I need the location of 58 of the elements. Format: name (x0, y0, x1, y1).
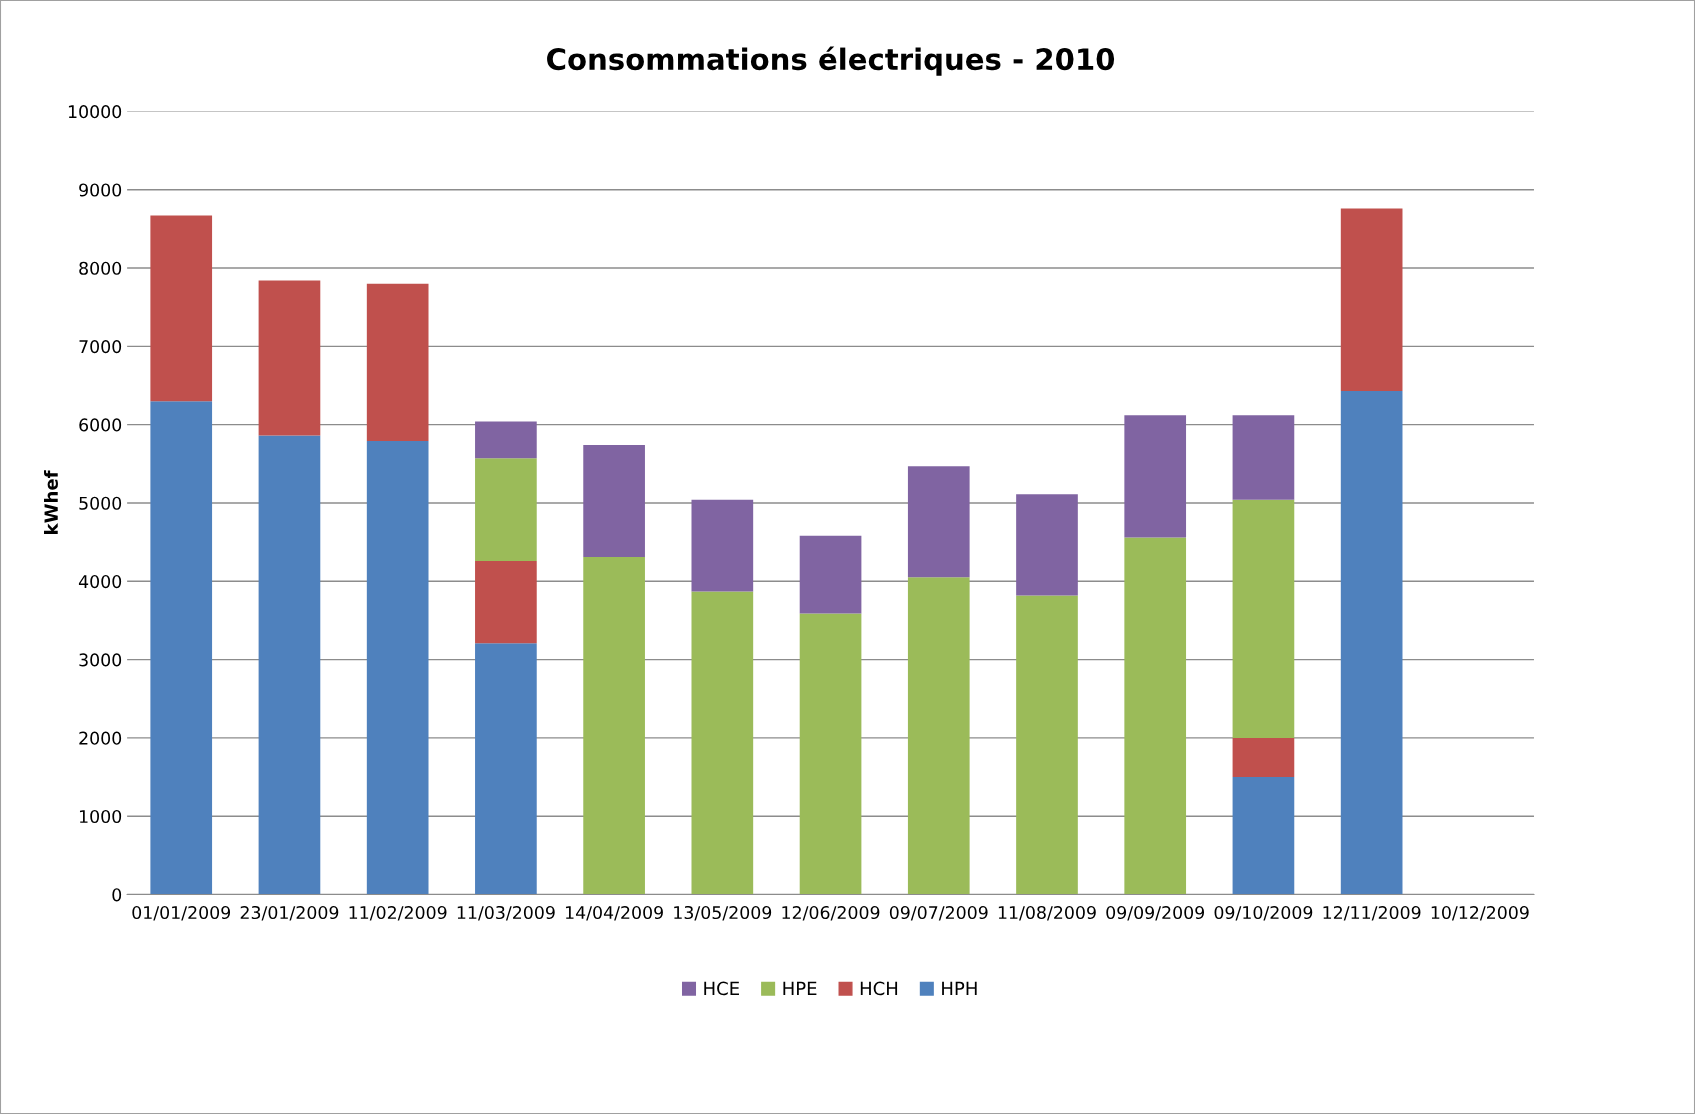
chart-title: Consommations électriques - 2010 (547, 46, 1115, 76)
bar (366, 283, 429, 442)
x-tick-label: 10/12/2009 (1431, 905, 1529, 921)
x-tick-label: 23/01/2009 (240, 905, 339, 921)
bar (799, 535, 862, 614)
y-tick-label: 0 (112, 888, 122, 902)
x-tick-label: 11/03/2009 (457, 905, 555, 921)
y-tick-label: 10000 (68, 105, 122, 119)
legend-label: HPH (942, 981, 977, 995)
bar (258, 435, 321, 895)
bar (475, 560, 537, 644)
bar (366, 441, 429, 895)
bar (1124, 537, 1187, 895)
bar (907, 466, 970, 578)
x-tick-label: 09/10/2009 (1214, 905, 1313, 921)
y-tick-label: 3000 (79, 653, 122, 667)
bar (258, 280, 321, 436)
x-tick-label: 12/06/2009 (782, 905, 880, 921)
x-tick-label: 11/02/2009 (349, 905, 447, 921)
bar (1232, 499, 1295, 738)
bar (150, 401, 213, 895)
y-tick-label: 1000 (79, 809, 122, 824)
y-tick-label: 5000 (79, 496, 122, 510)
bar (475, 643, 537, 895)
x-tick-label: 09/09/2009 (1106, 905, 1205, 921)
x-tick-label: 14/04/2009 (565, 905, 663, 921)
bar (799, 613, 862, 895)
bar (1016, 595, 1078, 895)
y-tick-label: 7000 (79, 340, 122, 354)
bar (583, 557, 645, 895)
legend-label: HCE (704, 981, 739, 996)
legend-label: HPE (783, 981, 817, 995)
bar (475, 458, 537, 561)
y-tick-label: 2000 (79, 731, 122, 745)
bar (691, 499, 754, 592)
bar (1124, 415, 1187, 538)
bar (907, 577, 970, 895)
bar (1340, 390, 1403, 895)
bar (1232, 777, 1295, 895)
x-tick-label: 01/01/2009 (132, 905, 231, 921)
y-tick-label: 9000 (79, 183, 122, 197)
bar (1340, 208, 1403, 391)
y-axis-title: kWhef (44, 470, 58, 534)
y-tick-label: 8000 (79, 261, 122, 275)
bar (1232, 415, 1295, 500)
bar (691, 591, 754, 895)
x-tick-label: 09/07/2009 (889, 905, 988, 921)
bar (583, 445, 645, 558)
bar (1232, 737, 1295, 778)
bar (475, 421, 537, 459)
x-tick-label: 13/05/2009 (674, 905, 772, 921)
x-tick-label: 12/11/2009 (1323, 905, 1421, 921)
legend-label: HCH (860, 981, 898, 996)
bar (1016, 494, 1078, 596)
y-tick-label: 4000 (78, 575, 122, 589)
y-tick-label: 6000 (79, 418, 122, 432)
x-tick-label: 11/08/2009 (998, 905, 1096, 921)
bar (150, 215, 213, 402)
